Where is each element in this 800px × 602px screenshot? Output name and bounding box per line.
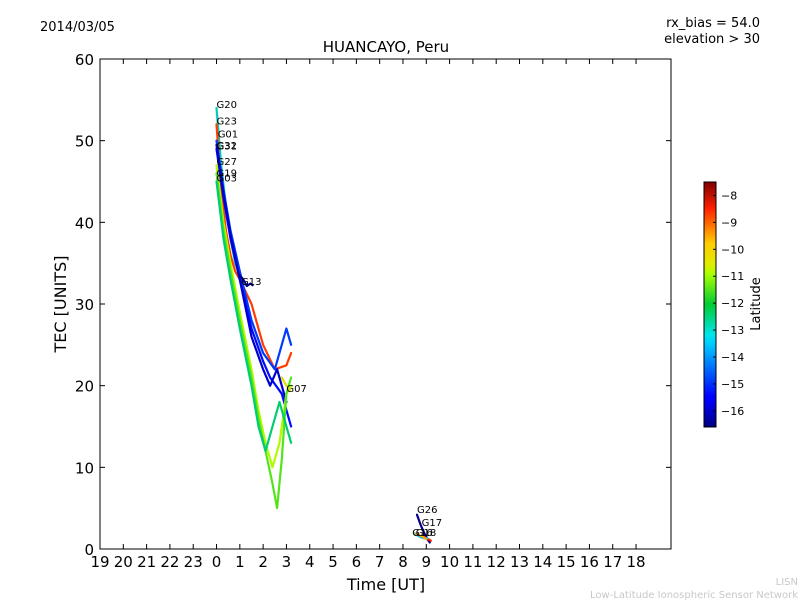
colorbar-tick-label: −11 xyxy=(721,270,744,283)
colorbar-tick-label: −14 xyxy=(721,351,744,364)
footer-lisn: LISN xyxy=(775,577,798,588)
satellite-label-g07: G07 xyxy=(286,384,306,395)
x-tick-label: 1 xyxy=(235,553,245,571)
x-tick-label: 0 xyxy=(212,553,222,571)
x-tick-label: 20 xyxy=(114,553,133,571)
satellite-label-g19: G19 xyxy=(217,169,237,180)
series-g32 xyxy=(215,143,288,404)
x-tick-label: 18 xyxy=(626,553,645,571)
satellite-label-g20: G20 xyxy=(217,100,237,111)
x-tick-label: 21 xyxy=(137,553,156,571)
data-series-layer xyxy=(215,106,432,544)
x-tick-label: 10 xyxy=(440,553,459,571)
x-tick-label: 23 xyxy=(184,553,203,571)
y-tick-label: 50 xyxy=(75,133,94,151)
y-tick-label: 40 xyxy=(75,214,94,232)
colorbar-tick-label: −8 xyxy=(721,189,737,202)
colorbar-label: Latitude xyxy=(749,277,764,331)
elevation-label: elevation > 30 xyxy=(664,32,760,47)
satellite-label-g13: G13 xyxy=(241,277,261,288)
x-tick-label: 16 xyxy=(580,553,599,571)
series-g03 xyxy=(215,180,293,453)
y-axis-label: TEC [UNITS] xyxy=(51,256,70,354)
colorbar-ticks: −8 −9 −10 −11 −12 −13 −14 −15 −16 xyxy=(713,189,744,418)
x-tick-label: 4 xyxy=(305,553,315,571)
footer-network: Low-Latitude Ionospheric Sensor Network xyxy=(590,590,798,601)
x-tick-label: 5 xyxy=(328,553,338,571)
x-tick-label: 8 xyxy=(398,553,408,571)
satellite-label-g27: G27 xyxy=(217,157,237,168)
colorbar xyxy=(703,181,717,428)
satellite-label-g01: G01 xyxy=(218,129,238,140)
colorbar-tick-label: −12 xyxy=(721,297,744,310)
series-g18 xyxy=(414,532,428,541)
x-tick-label: 15 xyxy=(557,553,576,571)
satellite-label-g16: G16 xyxy=(412,528,432,539)
x-tick-label: 13 xyxy=(510,553,529,571)
x-tick-label: 7 xyxy=(375,553,385,571)
satellite-label-g18: G18 xyxy=(416,528,436,539)
y-axis-ticks: 0 10 20 30 40 50 60 xyxy=(75,51,671,559)
series-g27 xyxy=(215,164,293,469)
x-tick-label: 6 xyxy=(352,553,362,571)
series-g07 xyxy=(280,376,291,391)
x-axis-label: Time [UT] xyxy=(346,575,425,594)
x-tick-label: 14 xyxy=(533,553,552,571)
satellite-label-g31: G31 xyxy=(217,142,237,153)
plot-frame xyxy=(99,58,672,550)
x-axis-ticks: 19 20 21 22 23 0 1 2 3 4 5 6 7 8 9 10 11 12 13 14 15 16 17 18 xyxy=(90,59,646,571)
y-tick-label: 30 xyxy=(75,296,94,314)
x-tick-label: 3 xyxy=(282,553,292,571)
x-tick-label: 12 xyxy=(487,553,506,571)
colorbar-tick-label: −15 xyxy=(721,378,744,391)
satellite-label-g32: G32 xyxy=(217,141,237,152)
colorbar-tick-label: −9 xyxy=(721,216,737,229)
y-tick-label: 0 xyxy=(84,541,94,559)
y-tick-label: 60 xyxy=(75,51,94,69)
rx-bias-label: rx_bias = 54.0 xyxy=(666,16,760,31)
colorbar-tick-label: −10 xyxy=(721,243,744,256)
x-tick-label: 19 xyxy=(90,553,109,571)
y-tick-label: 10 xyxy=(75,459,94,477)
x-tick-label: 11 xyxy=(463,553,482,571)
x-tick-label: 9 xyxy=(422,553,432,571)
x-tick-label: 22 xyxy=(160,553,179,571)
x-tick-label: 17 xyxy=(603,553,622,571)
satellite-label-g03: G03 xyxy=(217,174,237,185)
y-tick-label: 20 xyxy=(75,378,94,396)
satellite-label-g26: G26 xyxy=(417,505,437,516)
x-tick-label: 2 xyxy=(258,553,268,571)
chart-title: HUANCAYO, Peru xyxy=(323,38,449,56)
satellite-label-g23: G23 xyxy=(217,116,237,127)
series-g19 xyxy=(215,172,293,510)
date-label: 2014/03/05 xyxy=(40,20,115,35)
satellite-label-g17: G17 xyxy=(422,518,442,529)
colorbar-tick-label: −16 xyxy=(721,405,744,418)
series-g13 xyxy=(238,274,254,288)
colorbar-tick-label: −13 xyxy=(721,324,744,337)
